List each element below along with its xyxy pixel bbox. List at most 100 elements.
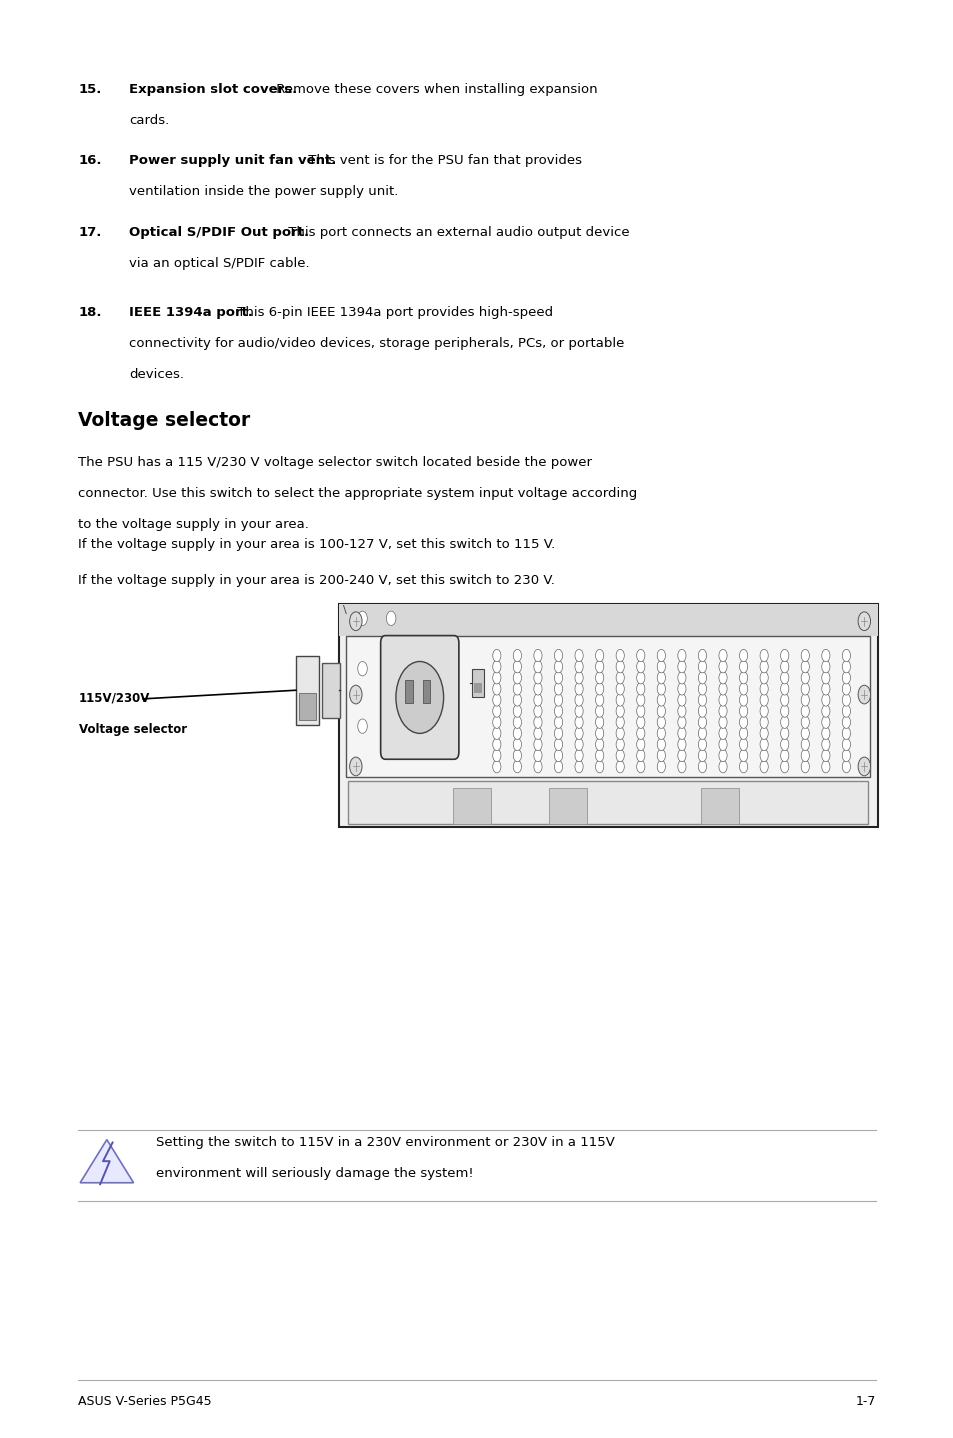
Bar [295,656,318,725]
Circle shape [616,738,623,751]
Circle shape [492,660,500,673]
Circle shape [677,660,685,673]
Circle shape [677,672,685,684]
Circle shape [492,716,500,729]
Circle shape [554,660,562,673]
Text: Voltage selector: Voltage selector [79,723,187,736]
Circle shape [636,693,644,706]
Circle shape [719,749,726,762]
Circle shape [801,705,808,718]
Circle shape [386,661,395,676]
Circle shape [698,693,706,706]
Circle shape [801,749,808,762]
Circle shape [780,705,788,718]
Circle shape [595,749,603,762]
Text: environment will seriously damage the system!: environment will seriously damage the sy… [155,1168,473,1181]
Circle shape [801,716,808,729]
Text: cards.: cards. [129,115,169,128]
Text: 17.: 17. [78,226,102,239]
Circle shape [595,672,603,684]
Circle shape [780,650,788,661]
Circle shape [698,683,706,695]
Circle shape [739,738,747,751]
Circle shape [698,749,706,762]
Circle shape [554,705,562,718]
Circle shape [534,683,541,695]
Circle shape [513,693,521,706]
Circle shape [858,686,869,705]
Circle shape [719,683,726,695]
Circle shape [677,749,685,762]
Circle shape [841,683,850,695]
Circle shape [657,650,665,661]
Circle shape [841,716,850,729]
Circle shape [801,672,808,684]
Circle shape [698,716,706,729]
Text: connector. Use this switch to select the appropriate system input voltage accord: connector. Use this switch to select the… [78,486,637,500]
Circle shape [719,705,726,718]
Circle shape [636,749,644,762]
Circle shape [575,650,582,661]
Circle shape [575,672,582,684]
Circle shape [739,716,747,729]
Circle shape [513,728,521,739]
Circle shape [554,693,562,706]
Circle shape [575,660,582,673]
Circle shape [575,693,582,706]
Circle shape [760,728,767,739]
Circle shape [657,672,665,684]
Circle shape [760,650,767,661]
Bar [298,693,315,720]
Bar [405,680,413,703]
Circle shape [719,728,726,739]
Circle shape [595,738,603,751]
Circle shape [719,761,726,772]
Circle shape [719,650,726,661]
Text: 1-7: 1-7 [855,1395,875,1408]
Circle shape [636,761,644,772]
Circle shape [657,705,665,718]
Circle shape [616,650,623,661]
Circle shape [657,738,665,751]
Circle shape [554,650,562,661]
Circle shape [636,716,644,729]
Circle shape [513,650,521,661]
Text: via an optical S/PDIF cable.: via an optical S/PDIF cable. [129,256,309,270]
Circle shape [492,761,500,772]
Circle shape [513,672,521,684]
Circle shape [698,761,706,772]
Circle shape [698,660,706,673]
Circle shape [760,705,767,718]
Circle shape [357,661,367,676]
Circle shape [698,705,706,718]
Text: to the voltage supply in your area.: to the voltage supply in your area. [78,518,309,531]
Text: ventilation inside the power supply unit.: ventilation inside the power supply unit… [129,184,397,198]
Bar [700,788,739,824]
Circle shape [616,705,623,718]
Circle shape [698,728,706,739]
Circle shape [616,761,623,772]
Circle shape [657,728,665,739]
Text: If the voltage supply in your area is 100-127 V, set this switch to 115 V.: If the voltage supply in your area is 10… [78,538,555,551]
Circle shape [357,719,367,733]
Text: Setting the switch to 115V in a 230V environment or 230V in a 115V: Setting the switch to 115V in a 230V env… [155,1136,614,1149]
Text: This 6-pin IEEE 1394a port provides high-speed: This 6-pin IEEE 1394a port provides high… [233,306,552,319]
Circle shape [677,738,685,751]
Circle shape [821,749,829,762]
Circle shape [821,672,829,684]
Circle shape [698,672,706,684]
Circle shape [513,705,521,718]
Circle shape [739,728,747,739]
Circle shape [780,693,788,706]
Circle shape [513,738,521,751]
Circle shape [821,728,829,739]
Circle shape [780,728,788,739]
Circle shape [595,705,603,718]
Circle shape [554,749,562,762]
Circle shape [595,761,603,772]
Circle shape [801,660,808,673]
Circle shape [841,660,850,673]
Text: 18.: 18. [78,306,102,319]
Circle shape [760,761,767,772]
Circle shape [719,672,726,684]
